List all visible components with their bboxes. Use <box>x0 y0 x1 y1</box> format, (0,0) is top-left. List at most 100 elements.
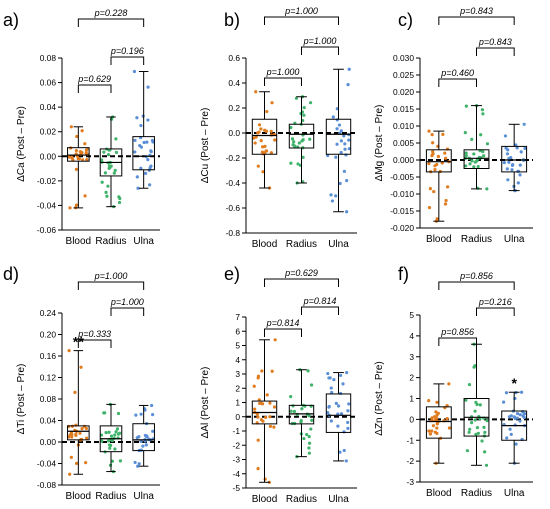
panel-f: f) -3 -2 -1 0 1 2 3 4 5 ΔZn (Post – Pre) Blood Radiu… <box>374 264 533 499</box>
data-point-radius <box>103 171 108 175</box>
data-point-ulna <box>338 450 342 454</box>
data-point-ulna <box>502 400 506 404</box>
data-point-ulna <box>344 459 348 463</box>
significance-bracket: p=0.856 <box>438 271 515 290</box>
y-tick-label: 0.030 <box>393 53 414 63</box>
data-point-blood <box>265 393 269 397</box>
data-point-ulna <box>133 138 137 142</box>
x-tick-label-radius: Radius <box>461 488 492 499</box>
data-point-ulna <box>339 412 344 416</box>
data-point-radius <box>289 409 293 413</box>
data-point-ulna <box>514 143 518 147</box>
data-point-blood <box>256 467 260 471</box>
data-point-radius <box>482 425 486 429</box>
data-point-ulna <box>146 85 150 89</box>
data-point-radius <box>100 180 104 184</box>
data-point-radius <box>482 154 486 158</box>
data-point-ulna <box>346 83 350 87</box>
data-point-radius <box>289 395 293 399</box>
bracket-p-value: p=1.000 <box>284 6 318 16</box>
data-point-ulna <box>342 430 346 434</box>
data-point-radius <box>103 411 107 415</box>
significance-bracket: p=0.843 <box>438 6 515 25</box>
data-point-blood <box>432 189 436 194</box>
data-point-blood <box>443 151 447 155</box>
data-point-radius <box>297 141 301 145</box>
x-tick-label-blood: Blood <box>426 234 452 245</box>
data-point-radius <box>305 432 309 437</box>
data-point-ulna <box>326 371 330 376</box>
data-point-radius <box>299 418 303 423</box>
data-point-radius <box>475 426 480 430</box>
y-tick-label: 0.6 <box>228 53 240 63</box>
data-point-blood <box>427 205 432 210</box>
data-point-ulna <box>334 401 338 405</box>
significance-bracket: p=1.000 <box>110 297 145 316</box>
data-point-ulna <box>502 161 506 165</box>
data-point-ulna <box>151 429 155 433</box>
data-point-radius <box>289 161 293 165</box>
data-point-blood <box>435 413 439 417</box>
box-iqr <box>325 393 352 433</box>
data-point-radius <box>113 168 117 172</box>
bracket-line <box>77 281 145 290</box>
data-point-radius <box>308 137 312 141</box>
data-point-radius <box>481 112 485 116</box>
data-point-blood <box>273 338 277 342</box>
data-point-blood <box>73 390 77 394</box>
data-point-ulna <box>342 134 346 138</box>
data-point-ulna <box>136 186 140 190</box>
data-point-ulna <box>144 171 148 175</box>
data-point-blood <box>74 167 79 171</box>
data-point-radius <box>468 162 472 166</box>
data-point-radius <box>109 434 114 438</box>
data-point-blood <box>445 417 449 421</box>
data-point-blood <box>444 198 448 203</box>
data-point-radius <box>109 117 114 121</box>
data-point-radius <box>467 382 472 387</box>
data-point-radius <box>115 427 120 431</box>
data-point-blood <box>446 185 450 189</box>
box-blood <box>251 90 278 190</box>
bracket-p-value: p=1.000 <box>303 36 337 46</box>
data-point-blood <box>84 426 88 431</box>
data-point-ulna <box>133 460 137 465</box>
data-point-blood <box>80 151 84 155</box>
data-point-ulna <box>149 164 153 168</box>
y-tick-label: 0.04 <box>40 102 57 112</box>
data-point-ulna <box>329 193 333 197</box>
data-point-blood <box>79 365 83 369</box>
x-tick-label-ulna: Ulna <box>133 236 154 247</box>
data-point-ulna <box>520 390 524 394</box>
y-tick-label: -0.2 <box>226 153 241 163</box>
data-point-ulna <box>337 123 342 127</box>
data-point-ulna <box>508 427 512 431</box>
panel-a: a) -0.06 -0.04 -0.02 0.00 0.02 0.04 0.06 0.08 ΔCa… <box>3 8 160 247</box>
data-point-blood <box>83 142 87 146</box>
significance-bracket: p=0.460 <box>438 68 477 87</box>
y-tick-label: 0.20 <box>40 330 57 340</box>
box-ulna <box>132 403 155 468</box>
data-point-radius <box>470 137 474 141</box>
data-point-radius <box>113 447 117 451</box>
y-tick-label: -0.02 <box>37 176 56 186</box>
data-point-radius <box>99 158 104 162</box>
significance-bracket: p=1.000 <box>301 36 339 55</box>
data-point-ulna <box>507 160 511 164</box>
bracket-p-value: p=1.000 <box>110 297 144 307</box>
data-point-radius <box>485 187 489 191</box>
box-ulna <box>325 67 352 214</box>
data-point-blood <box>85 157 89 162</box>
data-point-blood <box>84 461 88 465</box>
bracket-line <box>264 77 302 86</box>
bracket-line <box>301 306 339 315</box>
y-tick-label: 0.08 <box>40 394 57 404</box>
y-tick-label: 0.04 <box>40 416 57 426</box>
data-point-ulna <box>522 122 526 126</box>
y-tick-label: 6 <box>235 326 240 336</box>
data-point-ulna <box>346 409 350 413</box>
data-point-blood <box>435 422 439 426</box>
data-point-blood <box>430 416 434 420</box>
data-point-blood <box>261 419 265 423</box>
data-point-radius <box>118 459 122 463</box>
